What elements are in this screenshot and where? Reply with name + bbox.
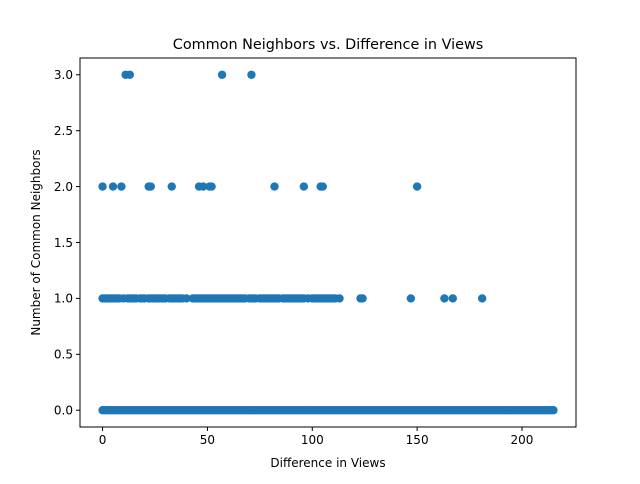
y-tick-label: 3.0 <box>54 68 73 82</box>
x-tick-label: 150 <box>406 433 429 447</box>
plot-area <box>80 58 576 427</box>
data-point <box>448 294 457 303</box>
points-layer <box>98 70 558 415</box>
data-point <box>412 182 422 191</box>
data-point <box>318 182 327 191</box>
data-point <box>125 70 135 79</box>
y-tick-label: 0.5 <box>54 348 73 362</box>
data-point <box>167 182 176 191</box>
x-axis-ticks: 0 50 100 150 200 <box>99 427 534 447</box>
data-point <box>207 182 216 191</box>
data-point <box>217 70 227 79</box>
y-tick-label: 0.0 <box>54 404 73 418</box>
data-point <box>477 294 487 303</box>
data-point <box>108 182 118 191</box>
data-point <box>406 294 416 303</box>
x-tick-label: 200 <box>511 433 534 447</box>
data-point <box>270 182 279 191</box>
y-axis-label: Number of Common Neighbors <box>29 149 43 335</box>
data-point <box>182 294 191 303</box>
x-tick-label: 100 <box>301 433 324 447</box>
data-point <box>335 294 344 303</box>
data-point <box>247 70 256 79</box>
data-point <box>440 294 449 303</box>
data-point <box>199 182 208 191</box>
chart-title: Common Neighbors vs. Difference in Views <box>173 37 483 53</box>
y-tick-label: 2.0 <box>54 180 73 194</box>
x-axis-label: Difference in Views <box>270 456 385 470</box>
data-point <box>146 182 155 191</box>
y-tick-label: 1.5 <box>54 236 73 250</box>
data-point <box>117 182 126 191</box>
y-tick-label: 2.5 <box>54 124 73 138</box>
y-tick-label: 1.0 <box>54 292 73 306</box>
data-point <box>98 182 107 191</box>
x-tick-label: 0 <box>99 433 107 447</box>
x-tick-label: 50 <box>200 433 215 447</box>
data-point <box>358 294 367 303</box>
data-point <box>299 182 309 191</box>
data-point <box>549 406 558 415</box>
y-axis-ticks: 0.0 0.5 1.0 1.5 2.0 2.5 3.0 <box>54 68 80 418</box>
